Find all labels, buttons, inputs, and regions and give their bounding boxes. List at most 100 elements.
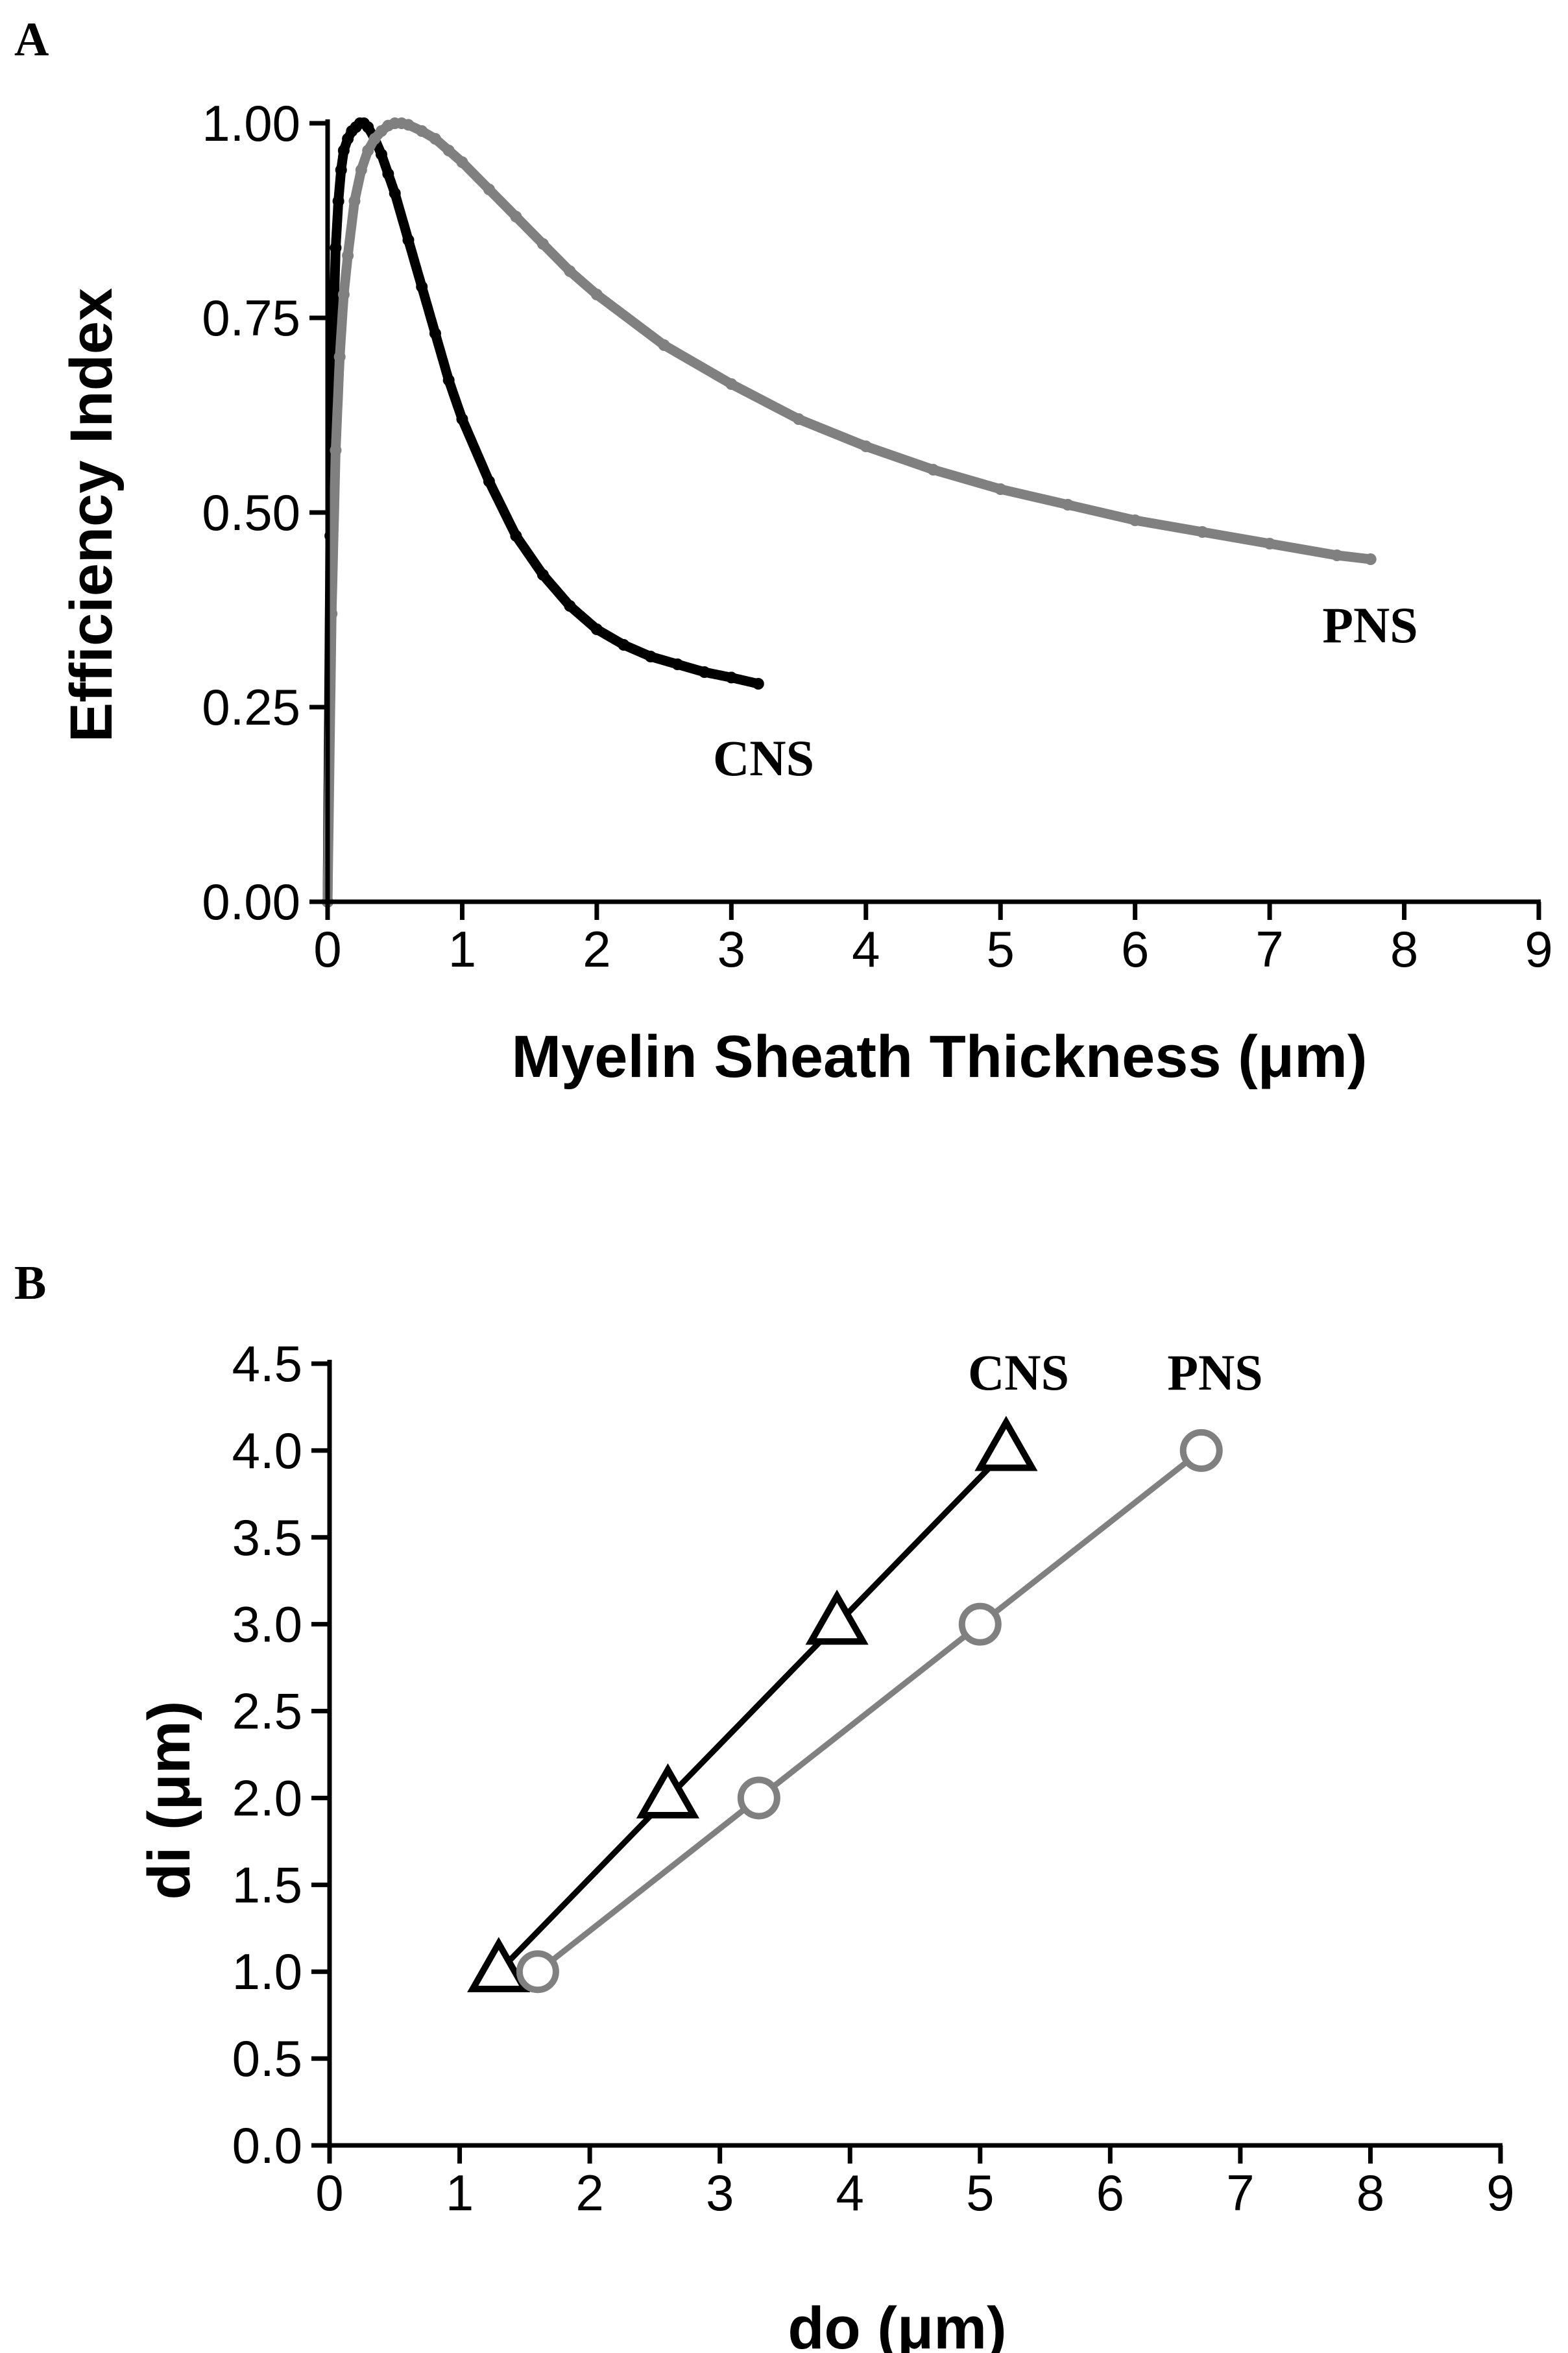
panel-a-pns-point	[793, 413, 805, 425]
panel-a-cns-point	[429, 328, 441, 339]
panel-b-pns-point	[958, 1602, 1002, 1646]
panel-a-pns-point	[1061, 499, 1074, 511]
panel-b-x-tick-label: 9	[1486, 2164, 1514, 2221]
panel-a-cns-point	[618, 639, 630, 651]
panel-b-cns-line	[496, 1448, 1009, 1974]
panel-a-x-tick-label: 8	[1390, 921, 1418, 978]
panel-b-cns-point	[467, 1937, 531, 1992]
panel-a-x-tick-label: 3	[718, 921, 745, 978]
panel-a-pns-point	[330, 444, 342, 456]
panel-a-cns-point	[416, 281, 428, 293]
panel-a-cns-point	[375, 149, 387, 160]
panel-a-cns-point	[332, 195, 344, 207]
panel-a-cns-point	[337, 145, 350, 156]
panel-a-cns-point	[644, 651, 657, 662]
panel-a-x-tick-label: 4	[852, 921, 880, 978]
panel-a-pns-point	[342, 250, 354, 261]
panel-a-pns-point	[442, 145, 455, 156]
panel-a-cns-point	[442, 374, 455, 386]
panel-a-y-tick-label: 0.50	[202, 484, 300, 541]
panel-a-pns-point	[337, 289, 350, 300]
panel-a-pns-point	[1129, 514, 1141, 526]
panel-b-y-tick-label: 0.5	[232, 2030, 302, 2087]
panel-b-x-tick-label: 3	[706, 2164, 734, 2221]
panel-b-pns-line	[536, 1448, 1203, 1974]
panel-a-cns-point	[537, 569, 549, 581]
panel-b-pns-point	[516, 1950, 559, 1994]
panel-b-x-tick-label: 4	[836, 2164, 864, 2221]
panel-a-pns-point	[402, 119, 415, 131]
panel-a-x-tick-label: 7	[1255, 921, 1283, 978]
panel-a-cns-point	[335, 164, 347, 176]
panel-a-cns-point	[590, 623, 603, 635]
panel-b-pns-point	[1179, 1429, 1223, 1472]
panel-a-pns-point	[510, 211, 522, 223]
panel-a-cns-point	[725, 671, 738, 684]
panel-a-pns-point	[429, 133, 441, 145]
panel-b-cns-point	[805, 1589, 869, 1645]
panel-a-x-tick-label: 2	[583, 921, 610, 978]
panel-b-y-tick-label: 4.5	[232, 1335, 302, 1392]
panel-a-y-tick-label: 1.00	[202, 95, 300, 152]
panel-a-pns-point	[333, 351, 346, 363]
panel-b-x-tick-label: 6	[1096, 2164, 1124, 2221]
panel-a-pns-point	[927, 464, 939, 476]
panel-b-pns-label: PNS	[1167, 1344, 1262, 1401]
panel-b-y-tick-label: 3.0	[232, 1596, 302, 1653]
panel-b-cns-point	[974, 1416, 1038, 1471]
panel-a-pns-point	[537, 238, 549, 250]
panel-a-pns-point	[362, 145, 374, 156]
panel-b-y-tick-label: 2.0	[232, 1769, 302, 1826]
panel-a-cns-point	[456, 413, 468, 425]
panel-a-pns-point	[348, 195, 361, 207]
panel-a-pns-point	[658, 339, 670, 351]
panel-a-pns-point	[1196, 526, 1209, 538]
panel-a-pns-point	[725, 378, 738, 390]
panel-b-cns-point	[636, 1763, 700, 1819]
panel-a-pns-point	[995, 483, 1007, 495]
panel-a-x-axis-title: Myelin Sheath Thickness (μm)	[511, 1024, 1367, 1090]
panel-a-letter: A	[14, 13, 49, 66]
panel-a-pns-point	[368, 133, 381, 145]
panel-b-x-tick-label: 1	[446, 2164, 474, 2221]
panel-a-cns-point	[382, 168, 394, 180]
panel-b: B 0 1 2 3 4 5 6 7 8 9 0.0 0.5 1.0 1.5 2.0 2.5 3.0 3.5 4.0 4…	[14, 1257, 1515, 2353]
panel-b-x-tick-label: 2	[575, 2164, 603, 2221]
panel-a-pns-point	[590, 289, 603, 300]
panel-a-pns-point	[1264, 538, 1276, 549]
panel-a-cns-label: CNS	[713, 730, 814, 786]
panel-b-cns-label: CNS	[968, 1344, 1069, 1401]
panel-a-x-tick-label: 9	[1525, 921, 1552, 978]
panel-a-cns-point	[510, 530, 522, 542]
panel-b-axes: 0 1 2 3 4 5 6 7 8 9 0.0 0.5 1.0 1.5 2.0 2.5 3.0 3.5 4.0 4.5	[232, 1335, 1515, 2221]
panel-a-x-tick-label: 5	[987, 921, 1015, 978]
panel-b-x-axis-title: do (μm)	[788, 2295, 1006, 2353]
panel-b-y-tick-label: 3.5	[232, 1509, 302, 1566]
panel-b-x-tick-label: 5	[966, 2164, 994, 2221]
panel-a-cns-point	[752, 678, 764, 690]
panel-a-y-tick-label: 0.00	[202, 873, 300, 930]
panel-a-x-tick-label: 6	[1121, 921, 1149, 978]
panel-b-x-tick-label: 0	[315, 2164, 343, 2221]
panel-b-y-tick-label: 4.0	[232, 1422, 302, 1479]
panel-a-axes: 0 1 2 3 4 5 6 7 8 9 0.00 0.25 0.50 0.75 1.00	[202, 95, 1553, 978]
panel-a-cns-point	[698, 666, 710, 678]
panel-b-y-tick-label: 0.0	[232, 2117, 302, 2174]
panel-a-pns-point	[355, 164, 367, 176]
panel-b-pns-point	[737, 1776, 780, 1820]
panel-a-pns-curve	[322, 118, 1376, 907]
panel-b-y-tick-label: 1.0	[232, 1943, 302, 2000]
panel-a-y-tick-label: 0.75	[202, 289, 300, 346]
panel-a-cns-point	[564, 600, 576, 612]
panel-a-y-axis-title: Efficiency Index	[58, 288, 125, 742]
panel-a-x-tick-label: 0	[313, 921, 341, 978]
panel-a-cns-point	[402, 234, 415, 246]
panel-b-x-tick-label: 7	[1226, 2164, 1254, 2221]
panel-a-pns-point	[1331, 549, 1343, 561]
panel-b-series-layer	[467, 1416, 1223, 1994]
panel-b-x-tick-label: 8	[1357, 2164, 1384, 2221]
panel-a-pns-point	[456, 156, 468, 168]
panel-a-cns-point	[483, 476, 495, 487]
panel-b-letter: B	[14, 1257, 46, 1310]
